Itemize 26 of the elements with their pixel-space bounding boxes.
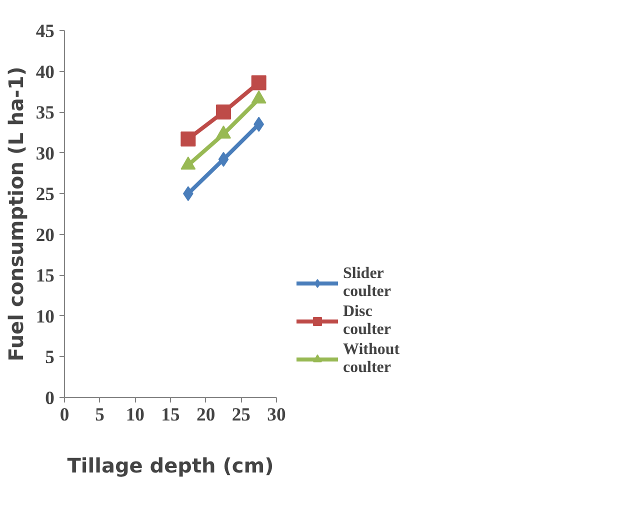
y-tick-label: 45	[36, 21, 54, 42]
y-tick-label: 35	[36, 102, 54, 124]
legend-label: Slider coulter	[343, 265, 391, 301]
y-axis-title: Fuel consumption (L ha-1)	[4, 66, 28, 362]
x-tick-label: 5	[95, 404, 104, 426]
x-tick-label: 25	[232, 404, 250, 426]
x-tick-label: 30	[267, 404, 286, 426]
point	[180, 131, 196, 146]
y-tick-label: 10	[36, 306, 54, 328]
legend-label: Disc coulter	[343, 303, 391, 339]
point	[218, 152, 229, 167]
y-tick-label: 40	[36, 62, 54, 83]
x-tick-label: 20	[196, 404, 216, 426]
x-axis-title: Tillage depth (cm)	[67, 454, 274, 478]
y-tick-label: 20	[36, 224, 54, 246]
x-tick-label: 15	[161, 404, 180, 426]
y-tick-label: 25	[36, 184, 54, 206]
legend-label: Without coulter	[343, 341, 400, 377]
x-tick-label: 10	[126, 404, 144, 426]
y-tick-label: 5	[45, 347, 54, 368]
x-tick-label: 0	[60, 404, 70, 426]
y-tick-label: 15	[36, 266, 54, 287]
point	[251, 75, 266, 90]
y-tick-label: 0	[45, 388, 54, 409]
y-tick-label: 30	[36, 143, 54, 164]
point	[216, 104, 231, 120]
